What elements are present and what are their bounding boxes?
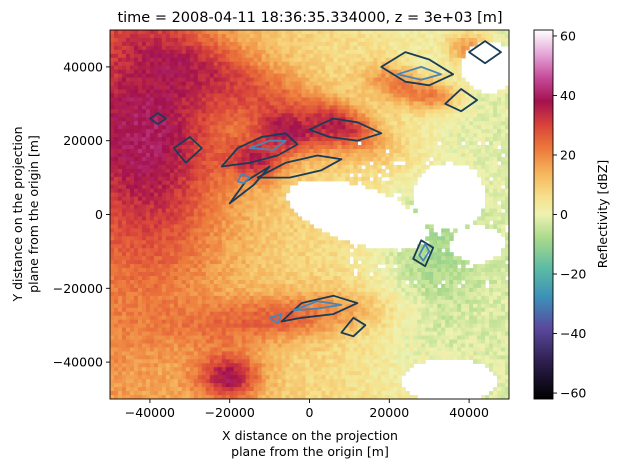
x-tick-label: 0 — [306, 405, 314, 420]
x-tick-label: 40000 — [449, 405, 489, 420]
y-axis-label-line2: plane from the origin [m] — [26, 135, 41, 293]
y-axis-label-line1: Y distance on the projection — [10, 126, 25, 302]
colorbar-gradient — [534, 30, 553, 399]
colorbar-tick-label: 0 — [560, 207, 568, 222]
y-axis: 40000 20000 0 −20000 −40000 — [53, 59, 110, 369]
x-axis-label-line2: plane from the origin [m] — [231, 444, 389, 459]
x-axis-label-line1: X distance on the projection — [222, 428, 398, 443]
x-axis: −40000 −20000 0 20000 40000 — [125, 399, 489, 420]
colorbar-tick-label: −60 — [560, 386, 586, 401]
colorbar: 60 40 20 0 −20 −40 −60 Reflectivity [dBZ] — [534, 28, 610, 400]
plot-area — [110, 30, 510, 400]
colorbar-label: Reflectivity [dBZ] — [595, 160, 610, 269]
colorbar-tick-label: −20 — [560, 267, 586, 282]
x-tick-label: −20000 — [205, 405, 255, 420]
x-tick-label: 20000 — [369, 405, 409, 420]
y-tick-label: 0 — [95, 207, 103, 222]
y-tick-label: 40000 — [63, 59, 103, 74]
colorbar-tick-label: 20 — [560, 147, 576, 162]
colorbar-tick-label: 60 — [560, 28, 576, 43]
y-tick-label: 20000 — [63, 133, 103, 148]
colorbar-tick-label: −40 — [560, 326, 586, 341]
chart-title: time = 2008-04-11 18:36:35.334000, z = 3… — [117, 10, 502, 26]
y-tick-label: −40000 — [53, 355, 103, 370]
y-tick-label: −20000 — [53, 281, 103, 296]
x-tick-label: −40000 — [125, 405, 175, 420]
colorbar-tick-label: 40 — [560, 88, 576, 103]
